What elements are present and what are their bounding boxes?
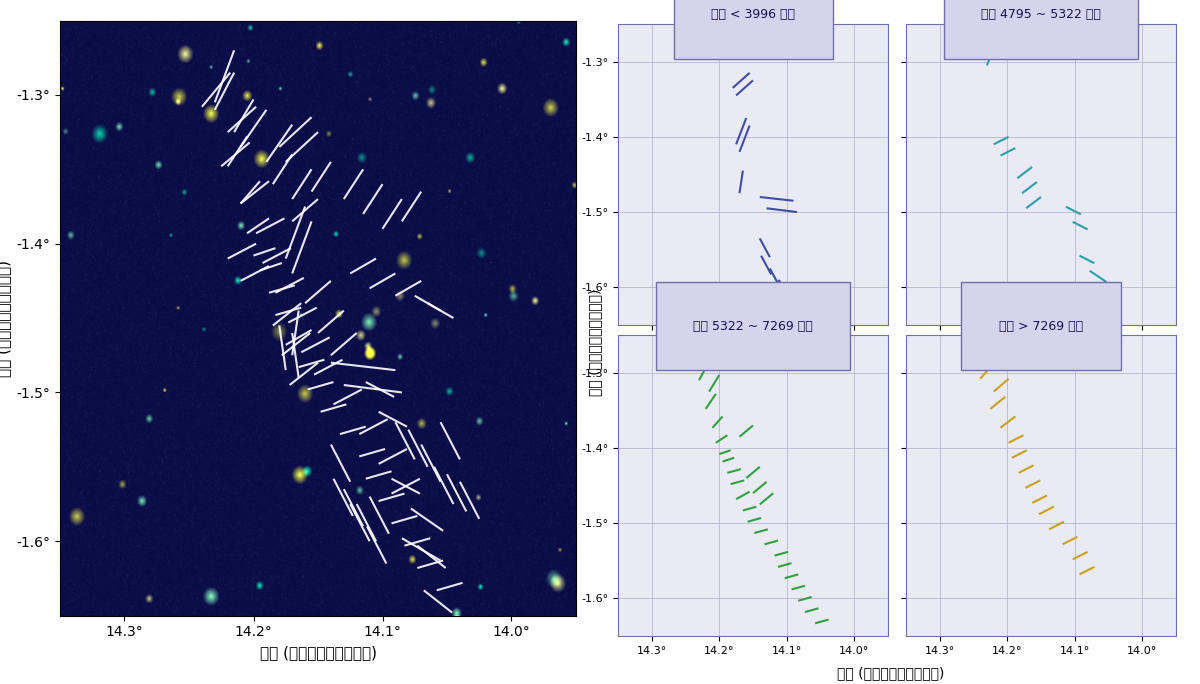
Text: 銀緯 (天の川に垂直な方向): 銀緯 (天の川に垂直な方向)	[588, 289, 602, 395]
Title: 距離 5322 ~ 7269 光年: 距離 5322 ~ 7269 光年	[694, 319, 812, 332]
X-axis label: 銀経 (天の川に沿った方向): 銀経 (天の川に沿った方向)	[259, 645, 377, 660]
Title: 距離 4795 ~ 5322 光年: 距離 4795 ~ 5322 光年	[982, 8, 1100, 21]
Y-axis label: 銀緯 (天の川に垂直な方向): 銀緯 (天の川に垂直な方向)	[0, 259, 11, 377]
Text: 銀経 (天の川に沿った方向): 銀経 (天の川に沿った方向)	[836, 666, 944, 680]
Title: 距離 > 7269 光年: 距離 > 7269 光年	[998, 319, 1084, 332]
Title: 距離 < 3996 光年: 距離 < 3996 光年	[710, 8, 796, 21]
